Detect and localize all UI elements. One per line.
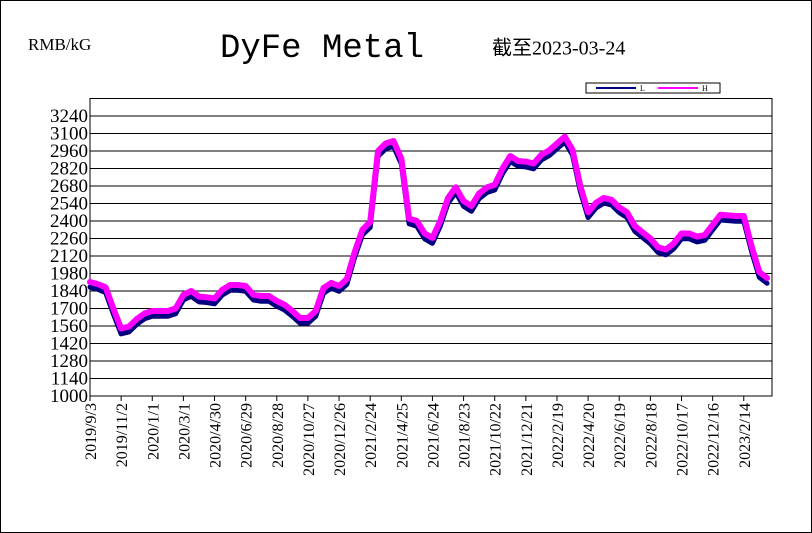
x-tick-label: 2022/12/16: [706, 403, 723, 476]
x-tick-label: 2022/6/19: [612, 403, 629, 468]
y-tick-label: 2680: [50, 176, 88, 197]
chart-subtitle: 截至2023-03-24: [492, 37, 625, 60]
unit-label: RMB/kG: [28, 35, 91, 54]
x-tick-label: 2020/3/1: [176, 403, 193, 460]
y-tick-label: 2120: [50, 246, 88, 267]
y-tick-label: 1420: [50, 334, 88, 355]
y-tick-label: 2260: [50, 229, 88, 250]
y-tick-label: 1700: [50, 299, 88, 320]
x-tick-label: 2021/10/22: [488, 403, 505, 476]
x-tick-label: 2020/1/1: [145, 403, 162, 460]
x-tick-label: 2022/2/19: [550, 403, 567, 468]
y-tick-label: 1000: [50, 386, 88, 407]
x-tick-label: 2023/2/14: [737, 403, 754, 468]
y-tick-label: 2540: [50, 194, 88, 215]
y-tick-label: 1980: [50, 264, 88, 285]
y-tick-label: 1560: [50, 316, 88, 337]
y-tick-label: 3100: [50, 124, 88, 145]
chart-title: DyFe Metal: [220, 30, 424, 68]
x-tick-label: 2019/11/2: [114, 403, 131, 467]
y-tick-label: 3240: [50, 106, 88, 127]
x-tick-label: 2020/8/28: [270, 403, 287, 468]
x-tick-label: 2020/12/26: [332, 403, 349, 476]
x-tick-label: 2021/4/25: [394, 403, 411, 468]
y-tick-label: 1280: [50, 351, 88, 372]
x-tick-label: 2020/6/29: [239, 403, 256, 468]
legend-label: H: [702, 84, 708, 93]
x-tick-label: 2021/12/21: [519, 403, 536, 476]
x-tick-label: 2022/8/18: [643, 403, 660, 468]
y-tick-label: 2960: [50, 141, 88, 162]
series-line: [87, 133, 771, 332]
x-tick-label: 2022/4/20: [581, 403, 598, 468]
legend-label: L: [640, 84, 645, 93]
x-tick-label: 2022/10/17: [674, 403, 691, 476]
x-tick-label: 2020/4/30: [208, 403, 225, 468]
x-tick-label: 2021/2/24: [363, 403, 380, 468]
series-line: [87, 139, 770, 337]
y-tick-label: 2400: [50, 211, 88, 232]
y-tick-label: 1140: [51, 369, 88, 390]
y-tick-label: 2820: [50, 159, 88, 180]
x-tick-label: 2020/10/27: [301, 403, 318, 476]
x-tick-label: 2019/9/3: [83, 403, 100, 460]
y-tick-label: 1840: [50, 281, 88, 302]
legend-box: [585, 82, 721, 94]
x-tick-label: 2021/8/23: [457, 403, 474, 468]
x-tick-label: 2021/6/24: [425, 403, 442, 468]
